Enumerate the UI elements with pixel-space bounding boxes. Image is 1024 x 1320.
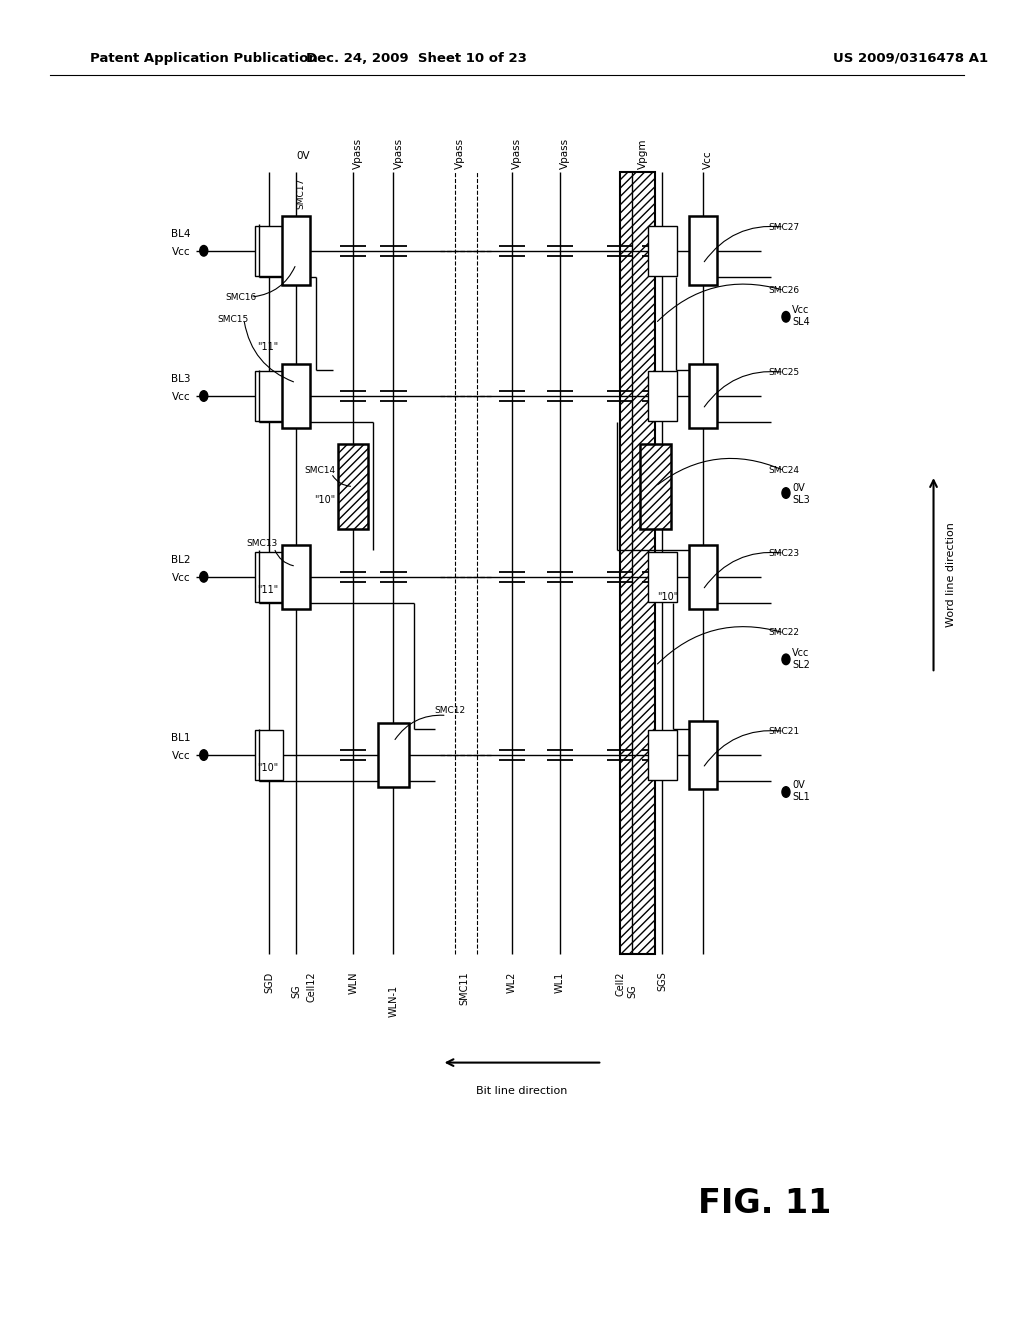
Text: Vcc: Vcc bbox=[172, 247, 190, 257]
Text: 0V: 0V bbox=[792, 483, 805, 492]
Text: 0V: 0V bbox=[296, 150, 309, 161]
Text: US 2009/0316478 A1: US 2009/0316478 A1 bbox=[834, 51, 988, 65]
Circle shape bbox=[200, 391, 208, 401]
Text: Vpgm: Vpgm bbox=[638, 139, 648, 169]
Bar bbox=[255, 371, 283, 421]
Text: 0V: 0V bbox=[792, 780, 805, 791]
Text: SMC22: SMC22 bbox=[768, 628, 799, 638]
Bar bbox=[648, 226, 677, 276]
Text: WLN: WLN bbox=[348, 972, 358, 994]
Bar bbox=[338, 444, 369, 529]
Text: Vcc: Vcc bbox=[792, 648, 809, 657]
Text: Bit line direction: Bit line direction bbox=[476, 1086, 567, 1097]
Circle shape bbox=[782, 655, 790, 665]
Text: BL2: BL2 bbox=[171, 554, 190, 565]
Text: SL4: SL4 bbox=[792, 317, 810, 327]
Bar bbox=[282, 364, 310, 428]
Text: SMC15: SMC15 bbox=[218, 315, 249, 323]
Text: Vpass: Vpass bbox=[455, 137, 465, 169]
Text: SG: SG bbox=[291, 985, 301, 998]
Text: Cell2: Cell2 bbox=[615, 972, 626, 997]
Text: SMC14: SMC14 bbox=[304, 466, 335, 475]
Bar bbox=[648, 371, 677, 421]
Bar bbox=[282, 545, 310, 609]
Text: BL1: BL1 bbox=[171, 733, 190, 743]
Bar bbox=[688, 364, 717, 428]
Text: SMC25: SMC25 bbox=[768, 368, 799, 376]
Text: SMC27: SMC27 bbox=[768, 223, 799, 231]
Text: Patent Application Publication: Patent Application Publication bbox=[90, 51, 318, 65]
Circle shape bbox=[200, 246, 208, 256]
Text: Vpass: Vpass bbox=[353, 137, 364, 169]
Text: SGS: SGS bbox=[657, 972, 668, 991]
Text: Vcc: Vcc bbox=[702, 150, 713, 169]
Text: SL2: SL2 bbox=[792, 660, 810, 669]
Text: SMC17: SMC17 bbox=[296, 178, 305, 210]
Text: SMC11: SMC11 bbox=[460, 972, 470, 1005]
Bar bbox=[621, 172, 655, 954]
Bar bbox=[688, 545, 717, 609]
Text: Vpass: Vpass bbox=[560, 137, 570, 169]
Circle shape bbox=[782, 312, 790, 322]
Bar bbox=[688, 216, 717, 285]
Text: WLN-1: WLN-1 bbox=[388, 985, 398, 1016]
Text: "11": "11" bbox=[257, 342, 279, 352]
Text: "10": "10" bbox=[657, 591, 679, 602]
Text: "10": "10" bbox=[314, 495, 335, 504]
Text: SMC13: SMC13 bbox=[247, 540, 279, 548]
Bar bbox=[282, 216, 310, 285]
Circle shape bbox=[200, 572, 208, 582]
Bar bbox=[648, 730, 677, 780]
Circle shape bbox=[200, 750, 208, 760]
Text: Vcc: Vcc bbox=[172, 392, 190, 403]
Text: BL3: BL3 bbox=[171, 374, 190, 384]
Bar bbox=[379, 723, 409, 787]
Text: Vcc: Vcc bbox=[172, 573, 190, 583]
Text: SMC24: SMC24 bbox=[768, 466, 799, 475]
Bar bbox=[255, 552, 283, 602]
Text: BL4: BL4 bbox=[171, 228, 190, 239]
Bar bbox=[640, 444, 671, 529]
Text: Vcc: Vcc bbox=[172, 751, 190, 762]
Text: SMC12: SMC12 bbox=[434, 706, 465, 715]
Text: Vpass: Vpass bbox=[393, 137, 403, 169]
Text: SGD: SGD bbox=[264, 972, 274, 993]
Text: WL1: WL1 bbox=[555, 972, 565, 993]
Text: "10": "10" bbox=[257, 763, 279, 774]
Bar bbox=[648, 552, 677, 602]
Text: SMC23: SMC23 bbox=[768, 549, 799, 557]
Text: Vcc: Vcc bbox=[792, 305, 809, 315]
Text: Vpass: Vpass bbox=[512, 137, 522, 169]
Text: "11": "11" bbox=[257, 585, 279, 595]
Text: SL1: SL1 bbox=[792, 792, 810, 803]
Bar bbox=[255, 226, 283, 276]
Text: SL3: SL3 bbox=[792, 495, 810, 504]
Text: Dec. 24, 2009  Sheet 10 of 23: Dec. 24, 2009 Sheet 10 of 23 bbox=[306, 51, 527, 65]
Text: SMC26: SMC26 bbox=[768, 286, 799, 294]
Text: FIG. 11: FIG. 11 bbox=[697, 1188, 830, 1220]
Text: WL2: WL2 bbox=[507, 972, 517, 993]
Text: Cell12: Cell12 bbox=[306, 972, 316, 1002]
Bar bbox=[688, 721, 717, 789]
Text: SG: SG bbox=[628, 985, 637, 998]
Circle shape bbox=[782, 787, 790, 797]
Circle shape bbox=[782, 488, 790, 499]
Text: SMC16: SMC16 bbox=[225, 293, 257, 301]
Text: Word line direction: Word line direction bbox=[945, 521, 955, 627]
Bar bbox=[255, 730, 283, 780]
Text: SMC21: SMC21 bbox=[768, 727, 799, 735]
